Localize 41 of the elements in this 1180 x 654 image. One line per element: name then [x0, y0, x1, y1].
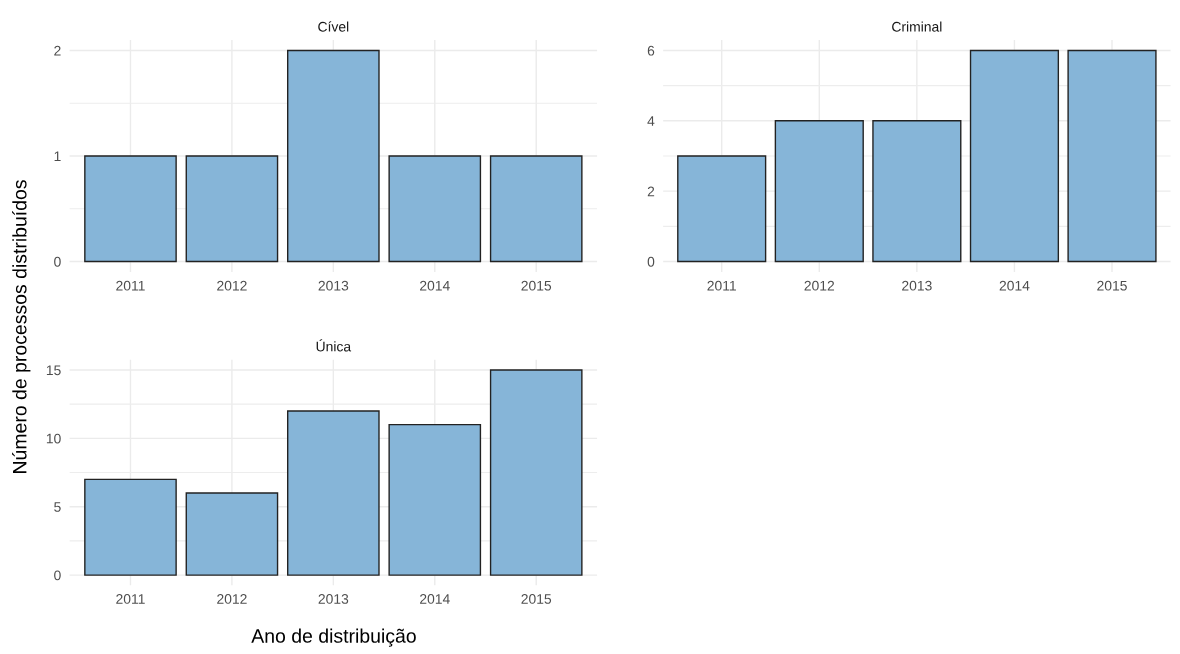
x-tick-label: 2015	[521, 280, 552, 291]
y-tick-label: 6	[647, 45, 655, 56]
bar	[677, 155, 767, 263]
bar	[388, 423, 482, 576]
x-tick-label: 2013	[318, 594, 349, 604]
x-tick-label: 2012	[217, 594, 247, 604]
y-tick-label: 4	[647, 116, 655, 126]
x-tick-label: 2015	[1097, 280, 1127, 291]
chart-title: Criminal	[892, 21, 942, 32]
y-tick-label: 10	[46, 433, 61, 444]
y-tick-label: 2	[647, 186, 655, 197]
y-axis-title: Número de processos distribuídos	[12, 180, 31, 473]
bar	[774, 120, 864, 263]
y-tick-label: 15	[46, 365, 61, 376]
x-tick-label: 2011	[116, 280, 145, 291]
bar	[489, 369, 583, 576]
chart-title: Única	[316, 339, 352, 352]
bar	[872, 120, 962, 263]
y-tick-label: 0	[647, 256, 655, 267]
bar	[84, 478, 177, 576]
y-tick-label: 0	[54, 256, 61, 267]
y-tick-label: 1	[54, 151, 61, 162]
x-tick-label: 2014	[420, 280, 450, 291]
x-tick-label: 2015	[521, 594, 552, 604]
x-tick-label: 2012	[217, 280, 247, 291]
y-tick-label: 2	[54, 45, 61, 56]
x-tick-label: 2014	[420, 594, 450, 604]
bar	[969, 49, 1060, 263]
y-tick-label: 5	[54, 502, 61, 512]
bar	[185, 492, 279, 576]
x-tick-label: 2011	[707, 280, 736, 291]
x-tick-label: 2014	[999, 280, 1030, 291]
x-axis-title: Ano de distribuição	[251, 628, 416, 647]
x-tick-label: 2013	[318, 280, 349, 291]
x-tick-label: 2011	[116, 594, 145, 604]
x-tick-label: 2013	[902, 280, 932, 291]
y-tick-label: 0	[54, 570, 61, 581]
chart-title: Cível	[318, 21, 349, 32]
bar	[287, 410, 380, 576]
x-tick-label: 2012	[804, 280, 835, 291]
bar	[1067, 49, 1157, 263]
